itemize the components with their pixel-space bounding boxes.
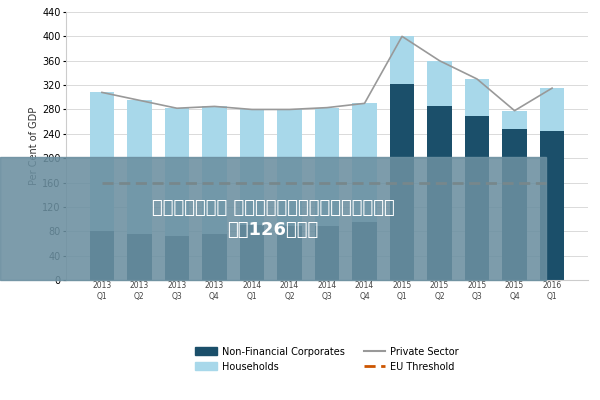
Bar — [127, 100, 152, 234]
Bar — [427, 106, 452, 280]
Bar — [390, 84, 414, 280]
Bar — [165, 108, 189, 236]
Bar — [127, 234, 152, 280]
Bar — [90, 231, 114, 280]
Bar — [540, 88, 564, 131]
Legend: Non-Financial Corporates, Households, Private Sector, EU Threshold: Non-Financial Corporates, Households, Pr… — [193, 344, 461, 374]
Bar — [240, 225, 264, 280]
Bar — [202, 106, 227, 234]
Bar — [240, 110, 264, 225]
Bar — [427, 61, 452, 106]
Bar — [502, 129, 527, 280]
Bar — [502, 111, 527, 129]
Bar — [390, 36, 414, 84]
Bar — [540, 131, 564, 280]
Y-axis label: Per Cent of GDP: Per Cent of GDP — [29, 107, 39, 185]
Bar — [277, 226, 302, 280]
Bar — [90, 92, 114, 231]
Bar — [465, 79, 489, 116]
Bar — [202, 234, 227, 280]
Bar — [315, 108, 339, 226]
Bar — [315, 226, 339, 280]
Bar — [352, 103, 377, 222]
Bar — [165, 236, 189, 280]
Bar — [465, 116, 489, 280]
Text: 最低126元一支: 最低126元一支 — [227, 221, 319, 239]
Bar — [352, 222, 377, 280]
Bar — [277, 110, 302, 226]
Text: 股市怎样加杠杆 多地公布新冠疫苗自费接种价格，: 股市怎样加杠杆 多地公布新冠疫苗自费接种价格， — [152, 199, 394, 217]
